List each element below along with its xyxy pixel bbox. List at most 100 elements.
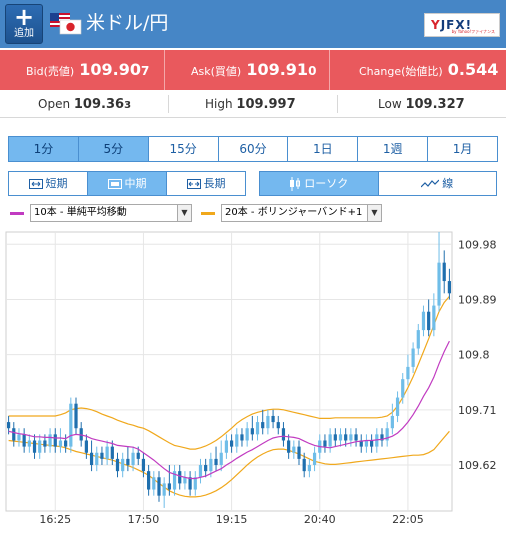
candle [255, 415, 260, 441]
x-tick-label: 17:50 [128, 513, 160, 526]
mid-term-label: 中期 [124, 177, 147, 190]
tab-1min[interactable]: 1分 [9, 137, 79, 161]
candle-body [48, 434, 52, 447]
bollinger-upper-line [8, 296, 450, 450]
candle-body [209, 458, 213, 472]
candle-body [385, 428, 389, 441]
candle [292, 440, 296, 459]
candle-body [27, 440, 31, 447]
bid-value: 109.90 [79, 60, 142, 79]
candle [224, 434, 229, 459]
candle-body [100, 452, 104, 459]
candle-body [276, 422, 280, 429]
currency-pair-title: 米ドル/円 [86, 12, 169, 34]
candle-body [354, 434, 358, 441]
candle [333, 428, 337, 447]
candle-body [105, 446, 109, 459]
candle [385, 422, 389, 447]
candle [364, 434, 369, 453]
candle-body [89, 452, 94, 466]
low-label: Low [378, 97, 402, 111]
candle [406, 354, 410, 386]
yjfx-logo[interactable]: YJFX! by Yahoo!ファイナンス [424, 13, 500, 37]
line-chart-label: 線 [442, 177, 454, 190]
candle-body [271, 415, 275, 423]
tab-1month[interactable]: 1月 [428, 137, 498, 161]
candle-body [126, 458, 130, 466]
candle-body [204, 465, 208, 472]
candle-body [421, 311, 426, 331]
candle [48, 428, 52, 453]
candle-body [406, 366, 410, 380]
bollinger-band [8, 296, 450, 498]
candle [141, 452, 146, 478]
candle-body [219, 452, 223, 466]
candle [416, 323, 420, 355]
x-tick-label: 20:40 [304, 513, 336, 526]
candle-body [32, 440, 37, 453]
candle-body [115, 458, 120, 472]
y-tick-label: 109.98 [458, 238, 497, 251]
candle [219, 440, 223, 472]
long-term-button[interactable]: 長期 [167, 172, 245, 195]
candle [121, 452, 125, 478]
candle [447, 268, 452, 300]
mid-term-button[interactable]: 中期 [88, 172, 167, 195]
high-label: High [205, 97, 233, 111]
candle [115, 452, 120, 478]
candle [229, 434, 234, 453]
tab-15min[interactable]: 15分 [148, 137, 219, 161]
sma-select-value: 10本 - 単純平均移動 [34, 207, 127, 218]
candle [390, 403, 394, 435]
candle-body [281, 428, 286, 441]
candle-body [198, 465, 203, 478]
candle [193, 471, 197, 496]
tab-5min[interactable]: 5分 [78, 137, 149, 161]
tab-60min[interactable]: 60分 [218, 137, 289, 161]
line-chart-button[interactable]: 線 [378, 172, 496, 195]
candle-body [95, 452, 99, 466]
candle-body [58, 440, 63, 447]
price-chart[interactable]: 109.98 109.89 109.8 109.71 109.62 16:25 17:50… [0, 228, 506, 537]
candle [126, 446, 130, 472]
tab-1day[interactable]: 1日 [288, 137, 359, 161]
candle-body [136, 452, 140, 459]
bollinger-select[interactable]: 20本 - ボリンジャーバンド+1 ▼ [221, 204, 382, 222]
candle-body [152, 477, 156, 490]
candle [74, 397, 78, 435]
candle [328, 428, 332, 453]
candle-body [328, 434, 332, 447]
candle [359, 434, 363, 453]
candlestick-button[interactable]: ローソク [260, 172, 379, 195]
candle-body [364, 440, 369, 447]
candle [53, 428, 57, 453]
app-header: + 追加 米ドル/円 YJFX! by Yahoo!ファイナンス [0, 0, 506, 48]
long-term-label: 長期 [203, 177, 226, 190]
candle [167, 465, 171, 496]
candle-body [17, 434, 21, 441]
candle-body [447, 281, 452, 294]
candle [302, 452, 306, 478]
candle-body [297, 446, 301, 459]
ohl-row: Open 109.363 High 109.997 Low 109.327 [0, 90, 506, 118]
candle [338, 428, 343, 447]
candle-body [167, 483, 171, 490]
indicator-bollinger: 20本 - ボリンジャーバンド+1 ▼ [201, 204, 382, 222]
ask-price: Ask(買値) 109.910 [191, 50, 316, 90]
candlestick-label: ローソク [304, 177, 349, 190]
candle [312, 446, 317, 472]
add-button[interactable]: + 追加 [5, 4, 43, 44]
candle [162, 477, 166, 508]
y-tick-label: 109.8 [458, 349, 490, 362]
tab-1week[interactable]: 1週 [358, 137, 429, 161]
sma-select[interactable]: 10本 - 単純平均移動 ▼ [30, 204, 192, 222]
candle [110, 440, 114, 466]
candle [95, 446, 99, 472]
candle [152, 471, 156, 496]
jp-flag-icon [59, 19, 82, 35]
candle [12, 422, 16, 447]
candle-body [178, 471, 182, 484]
short-term-button[interactable]: 短期 [9, 172, 88, 195]
x-tick-label: 22:05 [392, 513, 424, 526]
